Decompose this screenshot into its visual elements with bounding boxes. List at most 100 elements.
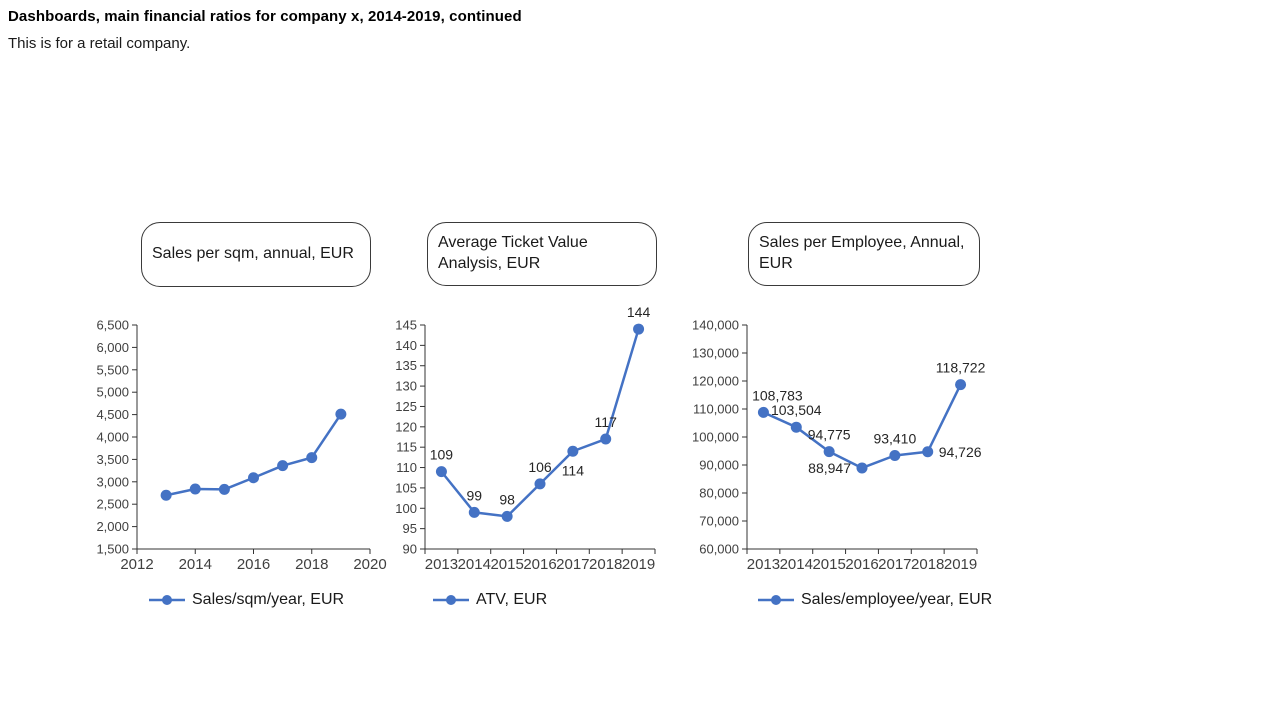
- svg-text:90,000: 90,000: [699, 458, 739, 473]
- svg-text:6,000: 6,000: [96, 340, 129, 355]
- legend-line-marker-icon: [433, 595, 469, 605]
- svg-text:2014: 2014: [458, 556, 491, 573]
- svg-text:98: 98: [499, 491, 515, 507]
- svg-text:94,775: 94,775: [808, 427, 851, 443]
- series: [757, 379, 967, 474]
- svg-text:2015: 2015: [490, 556, 523, 573]
- data-point: [218, 483, 230, 495]
- legend-sales-per-sqm: Sales/sqm/year, EUR: [148, 591, 344, 609]
- data-point: [922, 446, 934, 458]
- svg-text:2,000: 2,000: [96, 519, 129, 534]
- legend-atv: ATV, EUR: [432, 591, 547, 609]
- axes: [420, 324, 656, 554]
- svg-text:2,500: 2,500: [96, 497, 129, 512]
- data-labels: 109 99 98 106 114 117 144: [430, 304, 651, 507]
- svg-text:2016: 2016: [523, 556, 556, 573]
- svg-text:130,000: 130,000: [692, 346, 739, 361]
- chart-title-box-atv: Average Ticket Value Analysis, EUR: [427, 222, 657, 286]
- svg-text:144: 144: [627, 304, 651, 320]
- svg-text:125: 125: [395, 399, 417, 414]
- svg-text:110: 110: [396, 460, 417, 475]
- svg-text:2012: 2012: [120, 556, 153, 573]
- svg-text:100: 100: [395, 501, 417, 516]
- data-point: [534, 478, 546, 490]
- svg-text:1,500: 1,500: [96, 542, 129, 557]
- page-subtitle: This is for a retail company.: [8, 35, 191, 52]
- svg-text:3,500: 3,500: [96, 452, 129, 467]
- svg-text:80,000: 80,000: [699, 486, 739, 501]
- svg-text:109: 109: [430, 447, 454, 463]
- legend-line-marker-icon: [758, 595, 794, 605]
- svg-text:130: 130: [395, 379, 417, 394]
- svg-text:120,000: 120,000: [692, 374, 739, 389]
- svg-text:93,410: 93,410: [873, 430, 916, 446]
- svg-text:99: 99: [466, 487, 482, 503]
- data-point: [335, 408, 347, 420]
- series: [160, 408, 347, 501]
- svg-text:2019: 2019: [622, 556, 655, 573]
- data-point: [306, 452, 318, 464]
- legend-label-sales-per-employee: Sales/employee/year, EUR: [801, 591, 993, 608]
- chart-title-atv: Average Ticket Value Analysis, EUR: [438, 234, 588, 272]
- axes: [132, 324, 371, 554]
- svg-text:118,722: 118,722: [936, 360, 986, 376]
- svg-text:2014: 2014: [780, 556, 813, 573]
- svg-text:4,000: 4,000: [96, 430, 129, 445]
- svg-text:94,726: 94,726: [939, 444, 982, 460]
- svg-text:110,000: 110,000: [693, 402, 739, 417]
- legend-label-sales-per-sqm: Sales/sqm/year, EUR: [192, 591, 345, 608]
- svg-text:6,500: 6,500: [96, 318, 129, 333]
- chart-title-box-sales-per-employee: Sales per Employee, Annual, EUR: [748, 222, 980, 286]
- svg-text:140,000: 140,000: [692, 318, 739, 333]
- svg-text:60,000: 60,000: [699, 542, 739, 557]
- svg-text:108,783: 108,783: [752, 387, 803, 403]
- data-point: [889, 449, 901, 461]
- svg-text:2019: 2019: [944, 556, 977, 573]
- svg-text:90: 90: [403, 542, 417, 557]
- data-point: [435, 466, 447, 478]
- legend-label-atv: ATV, EUR: [476, 591, 548, 608]
- svg-text:2017: 2017: [878, 556, 911, 573]
- svg-text:140: 140: [395, 338, 417, 353]
- data-point: [633, 323, 645, 335]
- svg-text:95: 95: [403, 521, 417, 536]
- svg-text:115: 115: [396, 440, 417, 455]
- data-point: [277, 460, 289, 472]
- line-chart-sales-per-employee: 60,000 70,000 80,000 90,000 100,000 110,000 12…: [692, 318, 986, 574]
- legend-sales-per-employee: Sales/employee/year, EUR: [757, 591, 992, 609]
- svg-text:2018: 2018: [295, 556, 328, 573]
- data-point: [955, 379, 967, 391]
- chart-title-box-sales-per-sqm: Sales per sqm, annual, EUR: [141, 222, 371, 287]
- data-point: [248, 472, 259, 484]
- axes: [742, 324, 978, 554]
- data-point: [501, 510, 513, 522]
- svg-text:2016: 2016: [237, 556, 270, 573]
- axis-tick-labels: 60,000 70,000 80,000 90,000 100,000 110,000 12…: [692, 318, 977, 574]
- svg-text:2018: 2018: [911, 556, 944, 573]
- chart-title-sales-per-employee: Sales per Employee, Annual, EUR: [759, 234, 965, 272]
- svg-text:100,000: 100,000: [692, 430, 739, 445]
- svg-text:145: 145: [395, 318, 417, 333]
- svg-text:114: 114: [562, 462, 585, 478]
- data-point: [757, 406, 769, 418]
- svg-text:2013: 2013: [747, 556, 780, 573]
- svg-text:105: 105: [395, 480, 417, 495]
- svg-text:2015: 2015: [812, 556, 845, 573]
- svg-text:2013: 2013: [425, 556, 458, 573]
- data-point: [600, 433, 612, 445]
- chart-title-sales-per-sqm: Sales per sqm, annual, EUR: [152, 245, 354, 263]
- series: [435, 323, 645, 522]
- data-point: [189, 483, 201, 495]
- legend-line-marker-icon: [149, 595, 185, 605]
- page-title: Dashboards, main financial ratios for co…: [8, 8, 522, 25]
- data-point: [790, 421, 802, 433]
- svg-text:5,000: 5,000: [96, 385, 129, 400]
- data-point: [856, 462, 868, 474]
- svg-text:2014: 2014: [179, 556, 212, 573]
- svg-text:103,504: 103,504: [771, 402, 822, 418]
- data-point: [823, 446, 835, 458]
- data-point: [160, 489, 172, 501]
